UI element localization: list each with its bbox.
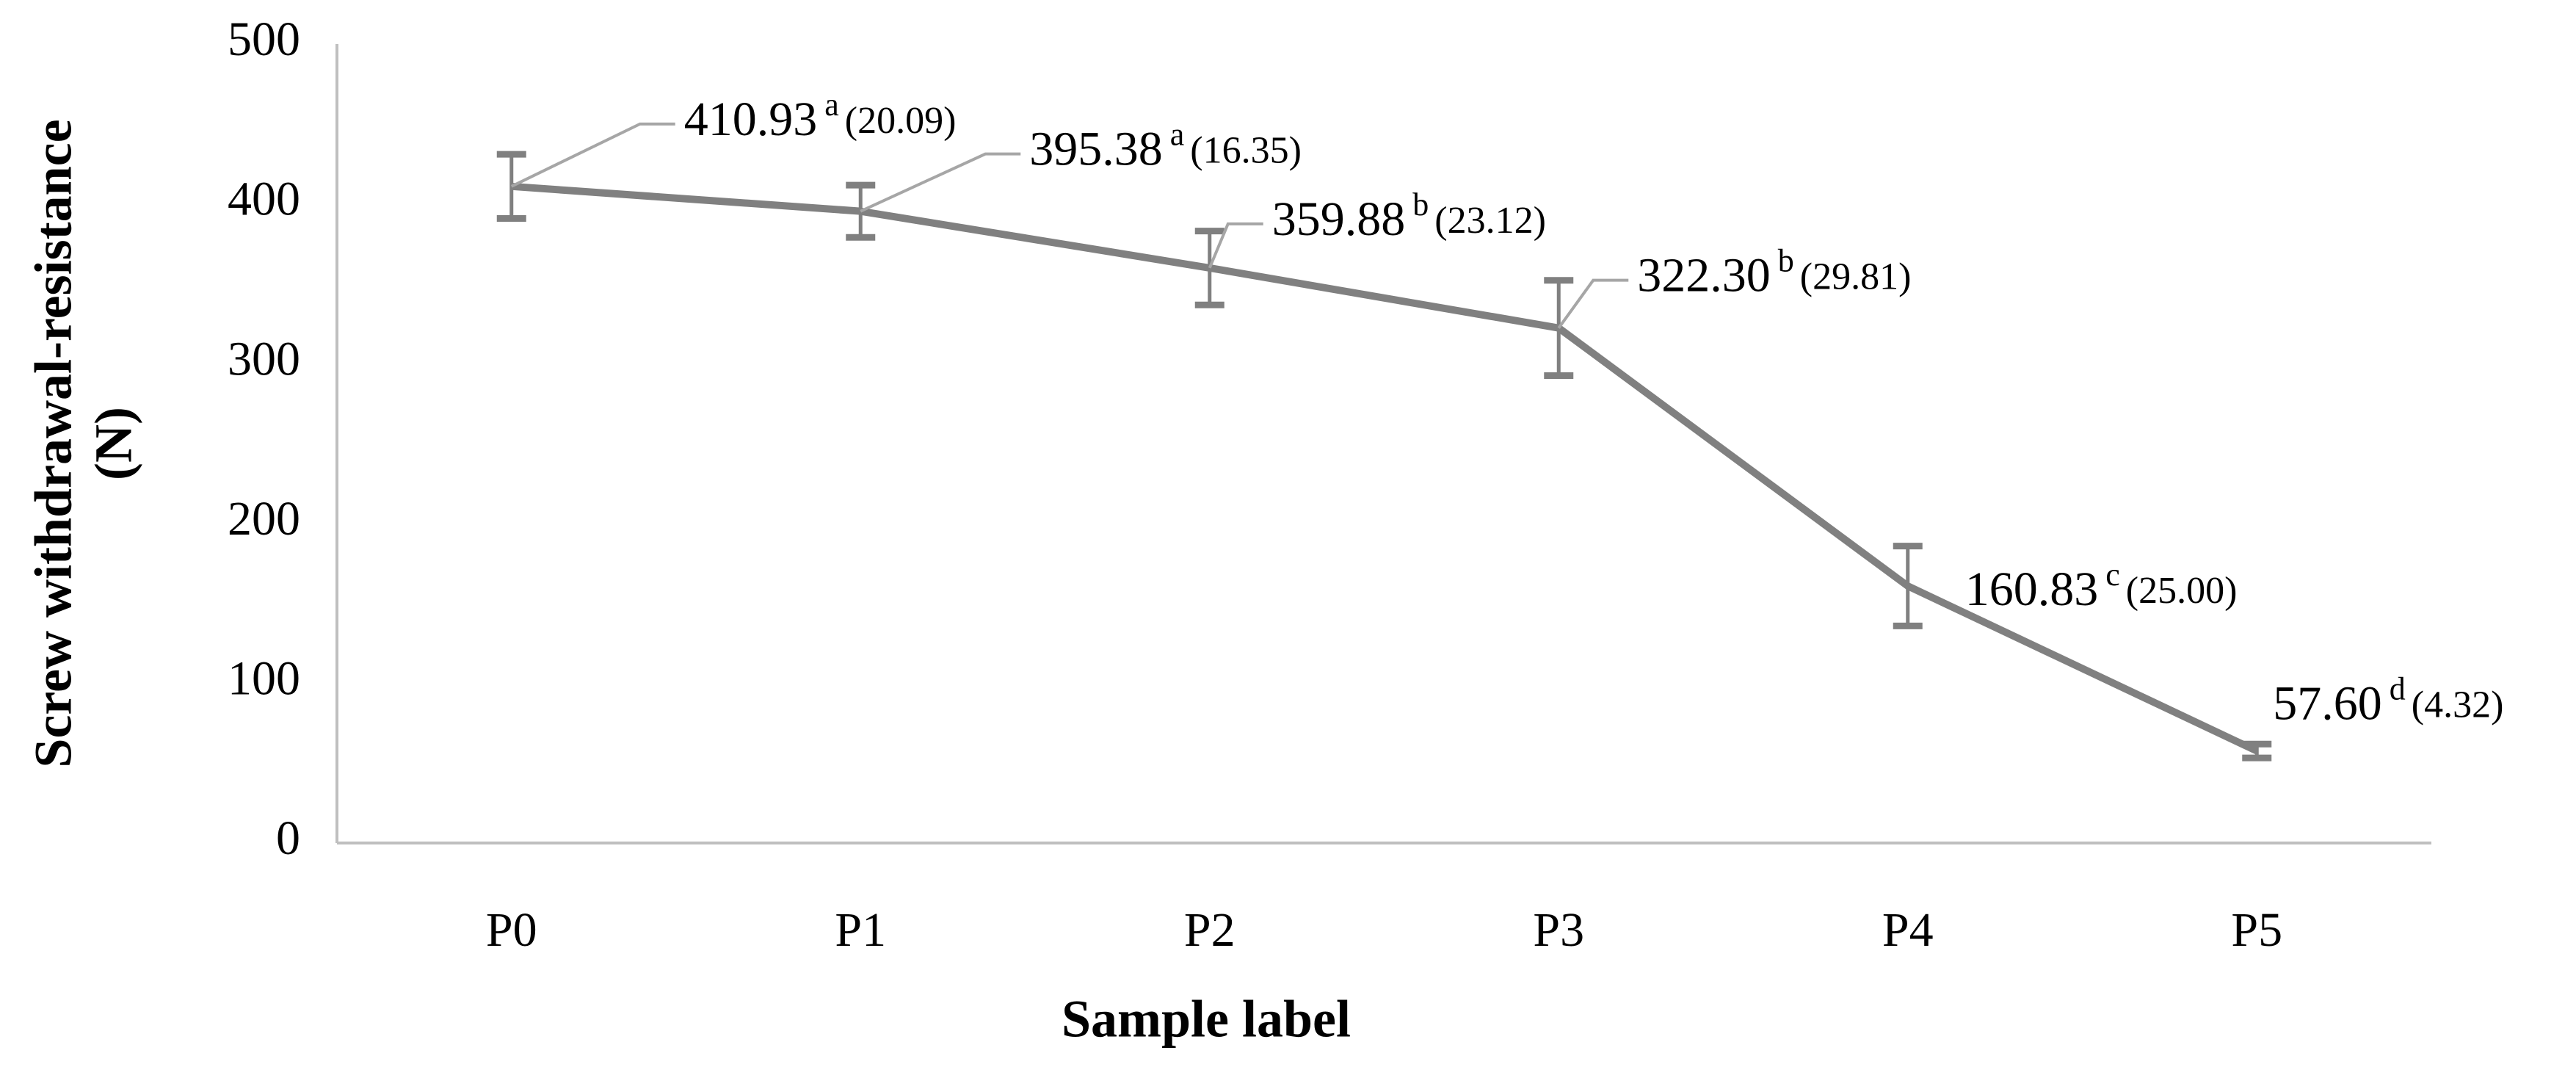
x-tick-label: P4 [1882, 903, 1934, 957]
group-letter: a [824, 87, 839, 123]
group-letter: b [1778, 243, 1794, 279]
x-tick-label: P0 [486, 903, 537, 957]
error-label: (16.35) [1190, 130, 1302, 172]
y-tick-label: 200 [228, 492, 300, 546]
data-label: 395.38 a (16.35) [1029, 117, 1302, 176]
y-tick-label: 400 [228, 173, 300, 226]
leader-line [1557, 278, 1629, 329]
y-axis-title: Screw withdrawal-resistance [24, 119, 83, 767]
group-letter: c [2105, 557, 2120, 593]
leader-line [1208, 222, 1263, 269]
x-tick-label: P3 [1533, 903, 1584, 957]
y-tick-label: 300 [228, 332, 300, 386]
group-letter: a [1170, 117, 1185, 153]
error-label: (29.81) [1800, 256, 1912, 298]
x-axis-title: Sample label [1062, 990, 1351, 1049]
group-letter: b [1412, 187, 1429, 223]
value-label: 410.93 [684, 93, 818, 146]
error-label: (23.12) [1434, 200, 1546, 242]
y-tick-label: 0 [276, 811, 300, 865]
error-label: (20.09) [845, 100, 957, 142]
x-tick-label: P1 [835, 903, 886, 957]
value-label: 359.88 [1272, 192, 1406, 246]
error-label: (25.00) [2126, 570, 2238, 612]
data-label: 160.83 c (25.00) [1965, 557, 2238, 616]
data-label: 57.60 d (4.32) [2273, 671, 2503, 731]
x-tick-label: P5 [2231, 903, 2282, 957]
error-label: (4.32) [2412, 684, 2504, 726]
y-tick-label: 500 [228, 12, 300, 66]
y-tick-label: 100 [228, 652, 300, 706]
x-tick-label: P2 [1184, 903, 1236, 957]
value-label: 57.60 [2273, 677, 2382, 731]
data-line [511, 182, 2259, 755]
value-label: 322.30 [1637, 249, 1771, 303]
leader-line [860, 152, 1021, 213]
value-label: 160.83 [1965, 562, 2099, 616]
data-label: 322.30 b (29.81) [1637, 243, 1911, 303]
data-label: 410.93 a (20.09) [684, 87, 957, 146]
y-axis-title: (N) [84, 407, 143, 480]
value-label: 395.38 [1029, 123, 1163, 176]
leader-line [510, 122, 675, 188]
data-label: 359.88 b (23.12) [1272, 187, 1546, 246]
group-letter: d [2390, 671, 2406, 707]
